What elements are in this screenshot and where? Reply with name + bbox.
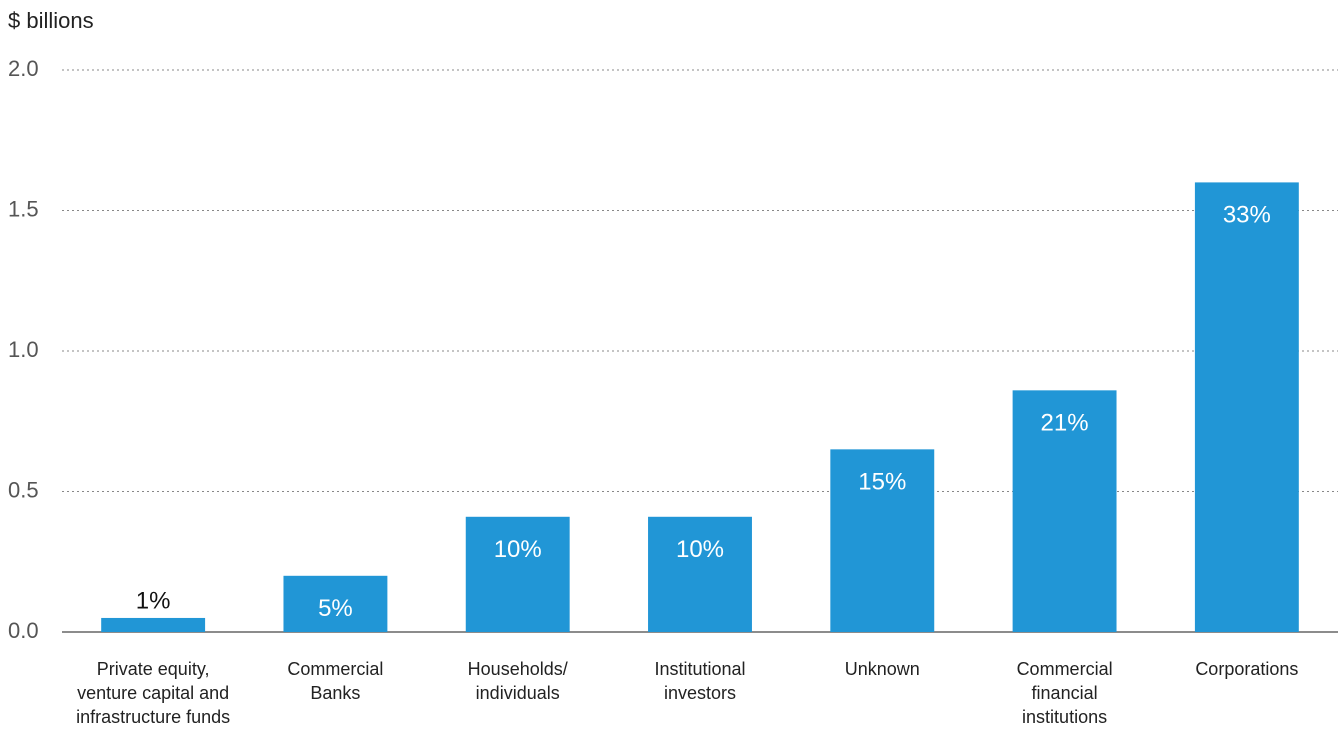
bar-label: 1% [136, 587, 171, 614]
x-tick-label: Institutional [654, 659, 745, 679]
bar [1194, 182, 1299, 632]
x-tick-label: Banks [310, 683, 360, 703]
x-tick-label: Corporations [1195, 659, 1298, 679]
x-tick-label: infrastructure funds [76, 707, 230, 727]
bar-label: 10% [494, 536, 542, 563]
x-tick-label: venture capital and [77, 683, 229, 703]
x-tick-label: Commercial [287, 659, 383, 679]
bar [648, 516, 752, 632]
bar-label: 10% [676, 536, 724, 563]
bar [1012, 390, 1117, 632]
x-tick-label: Commercial [1017, 659, 1113, 679]
x-tick-label: Private equity, [97, 659, 210, 679]
x-tick-label: individuals [476, 683, 560, 703]
y-tick-label: 1.0 [8, 337, 39, 362]
y-tick-label: 0.0 [8, 618, 39, 643]
x-tick-label: Households/ [468, 659, 568, 679]
x-tick-label: financial [1032, 683, 1098, 703]
bar-label: 5% [318, 595, 353, 622]
x-tick-label: Unknown [845, 659, 920, 679]
bar-label: 21% [1041, 410, 1089, 437]
bar [465, 516, 570, 632]
x-tick-label: institutions [1022, 707, 1107, 727]
bar [830, 449, 935, 632]
y-tick-label: 2.0 [8, 56, 39, 81]
y-tick-label: 1.5 [8, 196, 39, 221]
bar [101, 617, 206, 632]
bar-label: 33% [1223, 202, 1271, 229]
bar [283, 575, 388, 632]
bar-label: 15% [858, 469, 906, 496]
y-axis-label: $ billions [8, 8, 94, 33]
y-tick-label: 0.5 [8, 477, 39, 502]
x-tick-label: investors [664, 683, 736, 703]
